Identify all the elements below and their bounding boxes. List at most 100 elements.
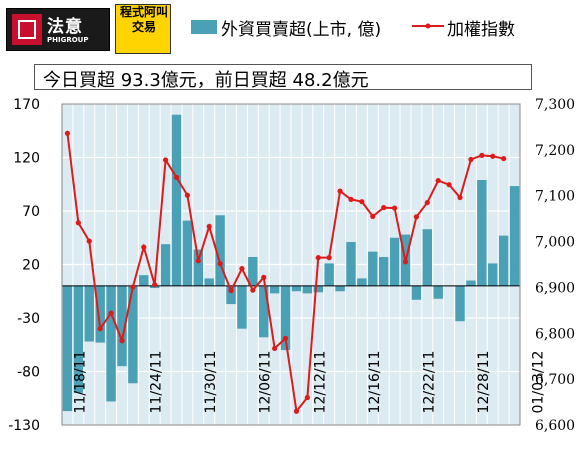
- taiex-point: [468, 156, 474, 163]
- foreign-net-bar: [488, 263, 498, 286]
- taiex-point: [337, 188, 343, 194]
- program-trading-logo-text: 程式阿叫交易: [119, 5, 168, 34]
- foreign-net-bar: [455, 285, 465, 322]
- taiex-point: [108, 310, 114, 316]
- taiex-point: [206, 223, 212, 230]
- foreign-net-bar: [302, 285, 313, 294]
- foreign-net-bar: [269, 285, 280, 294]
- taiex-point: [86, 238, 92, 244]
- taiex-point: [195, 258, 201, 264]
- foreign-net-bar: [509, 186, 520, 286]
- foreign-net-bar: [411, 285, 422, 300]
- taiex-point: [239, 266, 245, 272]
- foreign-net-bar: [466, 280, 476, 286]
- plot-border: [61, 103, 521, 426]
- taiex-point: [119, 338, 125, 344]
- taiex-point: [359, 199, 365, 205]
- program-trading-logo: 程式阿叫交易: [115, 4, 171, 54]
- y-left-tick-label: 20: [22, 258, 40, 274]
- y-right-tick-label: 6,700: [535, 372, 575, 388]
- taiex-point: [250, 287, 256, 293]
- foreign-net-bar: [193, 249, 204, 286]
- foreign-net-bar: [477, 179, 487, 286]
- foreign-net-bar: [433, 285, 443, 299]
- taiex-point: [141, 244, 147, 250]
- taiex-point: [370, 213, 376, 219]
- summary-text: 今日買超 93.3億元，前日買超 48.2億元: [43, 70, 369, 91]
- taiex-point: [162, 157, 169, 163]
- taiex-point: [501, 155, 507, 162]
- y-left-tick-label: 170: [13, 97, 40, 113]
- foreign-net-bar: [335, 285, 345, 292]
- phigroup-logo-icon: [12, 14, 42, 45]
- foreign-net-bar: [95, 285, 105, 343]
- taiex-point: [304, 394, 310, 401]
- foreign-net-bar: [313, 285, 323, 293]
- taiex-point: [261, 274, 267, 280]
- legend-bar-label: 外資買賣超(上市, 億): [221, 20, 382, 40]
- taiex-point: [391, 205, 398, 211]
- taiex-point: [457, 194, 463, 201]
- foreign-net-bar: [237, 285, 247, 329]
- foreign-net-bar: [106, 285, 116, 402]
- taiex-point: [184, 192, 191, 198]
- taiex-point: [446, 182, 452, 188]
- foreign-net-bar: [368, 251, 378, 286]
- foreign-net-bar: [259, 285, 269, 338]
- y-right-tick-label: 6,900: [535, 280, 575, 296]
- foreign-net-bar: [422, 229, 433, 286]
- y-right-tick-label: 7,200: [535, 143, 575, 159]
- foreign-net-bar: [346, 242, 356, 286]
- y-right-tick-label: 7,300: [535, 97, 575, 113]
- x-tick-label: 12/12/11: [312, 351, 328, 414]
- phigroup-logo-name: 法意: [47, 17, 83, 37]
- taiex-point: [64, 130, 71, 136]
- foreign-net-bar: [215, 215, 225, 286]
- x-tick-label: 12/28/11: [476, 351, 492, 414]
- y-left-tick-label: -130: [8, 418, 40, 434]
- taiex-point: [173, 174, 180, 180]
- taiex-point: [490, 153, 496, 159]
- taiex-point: [282, 335, 289, 341]
- taiex-point: [228, 288, 234, 294]
- foreign-net-bar: [171, 114, 182, 286]
- legend-line-label: 加權指數: [447, 20, 515, 40]
- taiex-point: [130, 284, 136, 290]
- taiex-point: [97, 326, 103, 332]
- y-left-tick-label: -80: [17, 365, 40, 381]
- taiex-point: [75, 220, 81, 226]
- foreign-net-bar: [73, 285, 84, 393]
- foreign-net-bar: [204, 278, 214, 286]
- foreign-net-bar: [357, 278, 367, 286]
- taiex-point: [315, 255, 321, 261]
- taiex-point: [272, 345, 278, 352]
- foreign-net-bar: [226, 285, 236, 305]
- foreign-net-bar: [182, 220, 193, 286]
- y-right-tick-label: 7,100: [535, 189, 575, 205]
- y-right-tick-label: 6,800: [535, 326, 575, 342]
- foreign-net-bar: [139, 275, 149, 286]
- phigroup-logo-sub: PHIGROUP: [47, 36, 89, 44]
- taiex-point: [326, 255, 332, 261]
- y-left-tick-label: -30: [17, 311, 40, 327]
- taiex-point: [381, 205, 387, 211]
- x-tick-label: 12/22/11: [421, 351, 437, 414]
- taiex-point: [435, 177, 441, 184]
- taiex-point: [152, 282, 158, 288]
- taiex-point: [348, 196, 354, 202]
- foreign-net-bar: [84, 285, 94, 342]
- taiex-point: [413, 214, 420, 220]
- taiex-point: [479, 152, 485, 158]
- foreign-net-bar: [117, 285, 127, 367]
- y-left-tick-label: 70: [22, 204, 40, 220]
- foreign-net-bar: [498, 235, 509, 286]
- taiex-point: [402, 259, 409, 265]
- taiex-point: [293, 408, 300, 414]
- taiex-point: [217, 260, 223, 267]
- x-tick-label: 12/16/11: [367, 351, 383, 414]
- x-tick-label: 11/24/11: [149, 351, 165, 414]
- foreign-net-bar: [389, 237, 400, 286]
- foreign-net-bar: [324, 263, 334, 286]
- foreign-net-bar: [128, 285, 138, 384]
